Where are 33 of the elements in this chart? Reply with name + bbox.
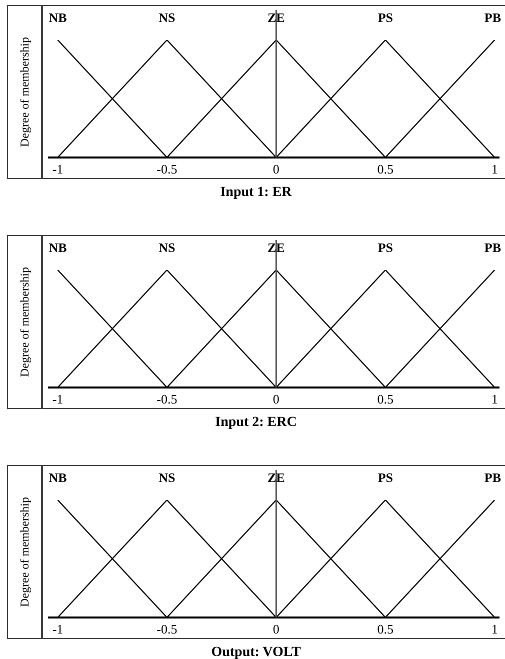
x-tick-label: -1 [52,162,64,177]
y-axis-title: Degree of membership [17,37,32,147]
x-tick-label: -0.5 [156,392,178,407]
y-axis-title: Degree of membership [17,267,32,377]
x-tick-label: 0.5 [377,162,394,177]
series-label: NB [48,10,68,25]
x-axis-title: Output: VOLT [210,645,302,659]
y-axis-title: Degree of membership [17,497,32,607]
x-tick-label: 1 [491,392,498,407]
x-tick-label: -1 [52,392,64,407]
x-axis-title: Input 1: ER [219,185,293,202]
series-label: PB [484,240,502,255]
x-axis-title: Input 2: ERC [214,415,298,432]
x-tick-label: 0 [272,622,280,637]
x-tick-label: -0.5 [156,162,178,177]
series-label: NS [158,470,176,485]
series-label: PS [378,470,393,485]
x-tick-label: -0.5 [156,622,178,637]
series-label: NS [158,240,176,255]
x-tick-label: 1 [491,622,498,637]
x-tick-label: 1 [491,162,498,177]
series-label: PB [484,10,502,25]
series-label: PS [378,10,393,25]
x-tick-label: 0 [272,392,280,407]
series-label: NB [48,240,68,255]
series-label: NB [48,470,68,485]
x-tick-label: 0.5 [377,392,394,407]
series-label: PS [378,240,393,255]
x-tick-label: 0.5 [377,622,394,637]
x-tick-label: 0 [272,162,280,177]
series-label: PB [484,470,502,485]
series-label: NS [158,10,176,25]
x-tick-label: -1 [52,622,64,637]
